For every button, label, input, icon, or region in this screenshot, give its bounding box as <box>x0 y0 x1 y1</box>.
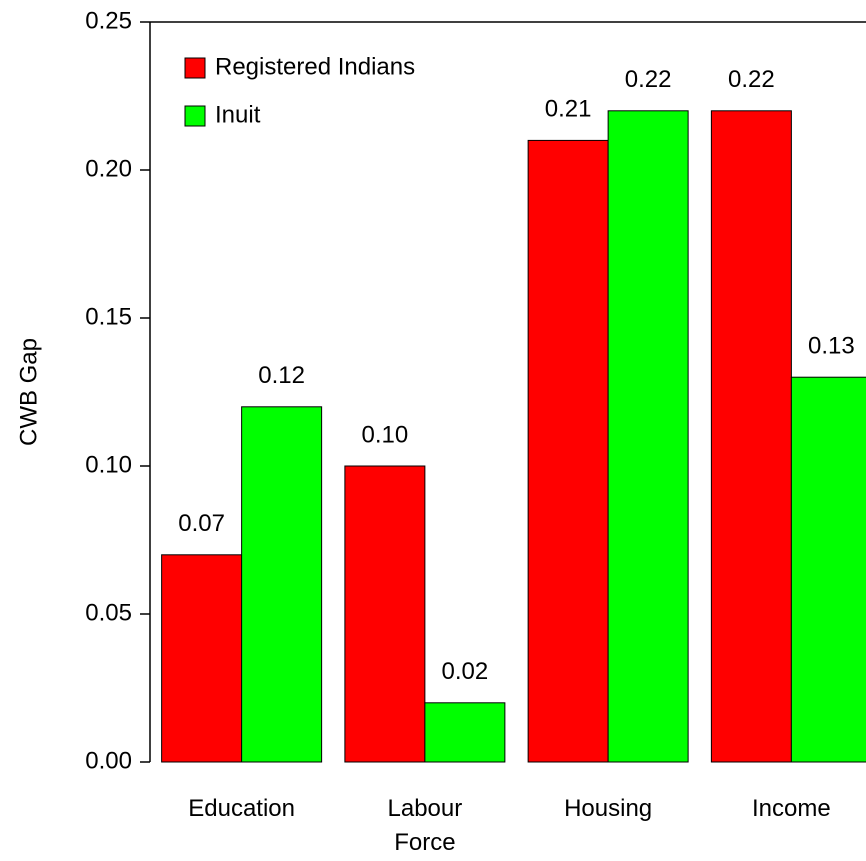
value-label: 0.10 <box>362 421 409 448</box>
value-label: 0.22 <box>728 66 775 93</box>
value-label: 0.21 <box>545 96 592 123</box>
bar <box>527 139 609 763</box>
legend-label: Registered Indians <box>215 53 415 80</box>
y-tick-label: 0.00 <box>85 747 132 774</box>
legend-swatch <box>184 57 206 79</box>
bar <box>241 406 323 763</box>
legend-swatch <box>184 105 206 127</box>
bar <box>424 702 506 763</box>
bar <box>790 376 866 763</box>
value-label: 0.22 <box>625 66 672 93</box>
value-label: 0.07 <box>178 510 225 537</box>
bar <box>607 110 689 763</box>
x-tick-label: Education <box>188 795 295 822</box>
value-label: 0.13 <box>808 333 855 360</box>
bar <box>344 465 426 763</box>
y-tick-label: 0.15 <box>85 303 132 330</box>
y-tick-label: 0.10 <box>85 451 132 478</box>
y-tick-label: 0.25 <box>85 7 132 34</box>
y-axis-label: CWB Gap <box>15 338 42 446</box>
y-tick-label: 0.05 <box>85 599 132 626</box>
y-tick-label: 0.20 <box>85 155 132 182</box>
x-tick-label: Income <box>752 795 831 822</box>
value-label: 0.02 <box>442 658 489 685</box>
x-tick-label: Labour Force <box>387 795 463 856</box>
value-label: 0.12 <box>258 362 305 389</box>
bar <box>710 110 792 763</box>
bar <box>161 554 243 763</box>
x-tick-label: Housing <box>564 795 653 822</box>
legend-label: Inuit <box>215 101 261 128</box>
